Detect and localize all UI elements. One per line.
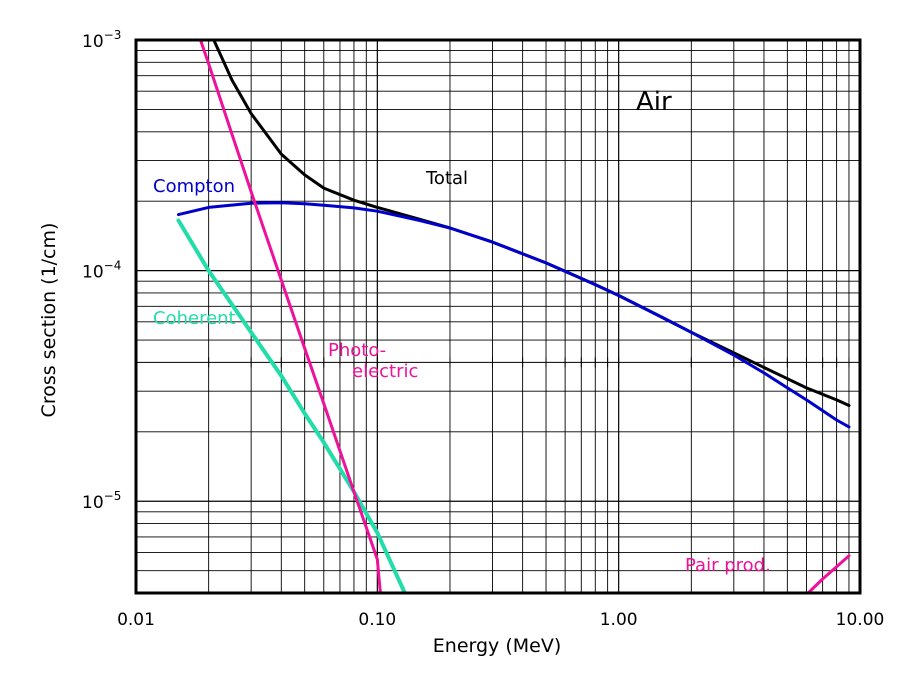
y-tick-label: 10−4 bbox=[82, 259, 121, 283]
series-line-photo-electric bbox=[199, 40, 382, 593]
series-label-pair-prod: Pair prod. bbox=[685, 555, 771, 576]
chart-annotation: Air bbox=[636, 87, 672, 117]
series-label-compton: Compton bbox=[153, 176, 235, 197]
x-tick-label: 10.00 bbox=[836, 610, 885, 630]
axis-ticks: 0.01 0.10 1.00 10.00 10−3 10−4 10−5 bbox=[82, 28, 884, 630]
series-label-photo-electric: electric bbox=[352, 361, 418, 382]
y-tick-label: 10−3 bbox=[82, 28, 121, 52]
x-axis-title: Energy (MeV) bbox=[433, 635, 561, 657]
y-tick-label: 10−5 bbox=[82, 489, 121, 513]
series-label-photo-electric: Photo- bbox=[328, 340, 386, 361]
series-line-total bbox=[212, 40, 851, 407]
grid-lines bbox=[136, 40, 860, 593]
series-line-pair-prod bbox=[806, 554, 851, 593]
series-label-total: Total bbox=[425, 168, 468, 189]
plot-frame bbox=[134, 38, 862, 595]
x-tick-label: 0.10 bbox=[358, 610, 396, 630]
series-lines bbox=[176, 40, 851, 593]
x-tick-label: 1.00 bbox=[600, 610, 638, 630]
x-tick-label: 0.01 bbox=[117, 610, 155, 630]
series-line-coherent bbox=[176, 218, 407, 593]
series-label-coherent: Coherent bbox=[153, 308, 236, 329]
series-labels: Total Compton Coherent Photo-electric Pair p… bbox=[153, 168, 771, 576]
series-line-compton bbox=[177, 201, 851, 429]
y-axis-title: Cross section (1/cm) bbox=[38, 223, 60, 418]
